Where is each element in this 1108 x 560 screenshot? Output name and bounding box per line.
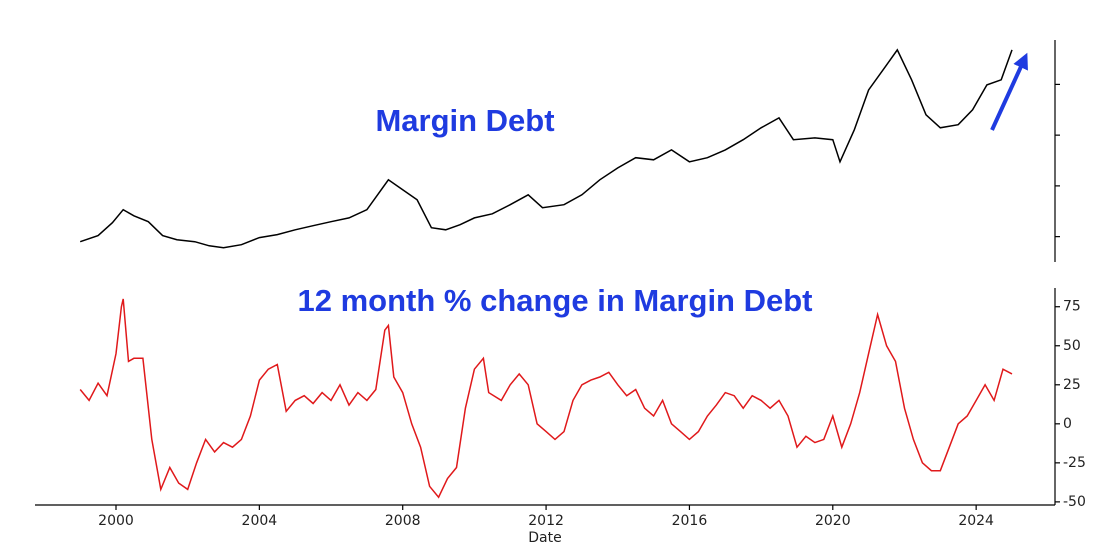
x-axis-label: Date bbox=[528, 530, 561, 546]
chart-title: 12 month % change in Margin Debt bbox=[298, 283, 813, 318]
y-tick-label: 0 bbox=[1063, 416, 1072, 432]
y-tick-label: 75 bbox=[1063, 299, 1081, 315]
x-tick-label: 2016 bbox=[672, 513, 708, 529]
y-tick-label: -50 bbox=[1063, 494, 1086, 510]
x-tick-label: 2020 bbox=[815, 513, 851, 529]
data-line bbox=[79, 48, 1013, 249]
x-tick-label: 2012 bbox=[528, 513, 564, 529]
y-tick-label: -25 bbox=[1063, 455, 1086, 471]
arrow bbox=[990, 52, 1028, 131]
x-tick-label: 2024 bbox=[958, 513, 994, 529]
y-tick-label: 50 bbox=[1063, 338, 1081, 354]
x-tick-label: 2008 bbox=[385, 513, 421, 529]
chart-title: Margin Debt bbox=[375, 103, 554, 138]
data-line bbox=[79, 298, 1013, 499]
y-tick-label: 25 bbox=[1063, 377, 1081, 393]
x-tick-label: 2000 bbox=[98, 513, 134, 529]
x-tick-label: 2004 bbox=[242, 513, 278, 529]
